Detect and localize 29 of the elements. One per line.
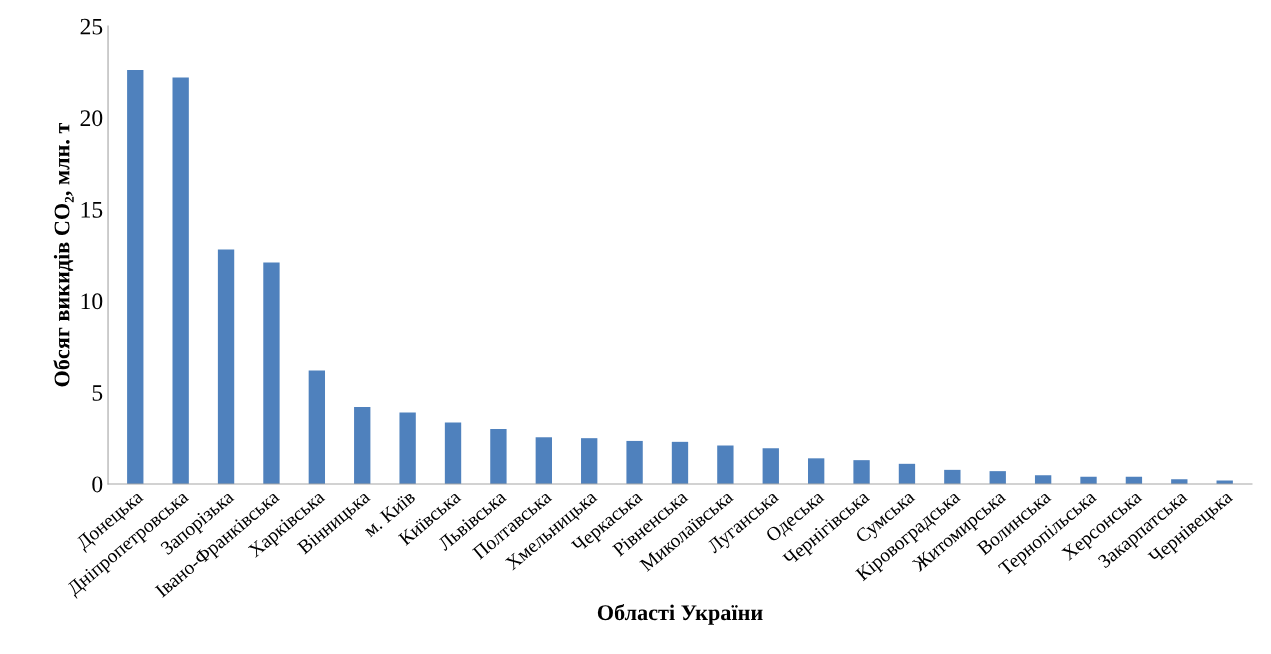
y-tick-label: 15 xyxy=(81,201,103,218)
bar xyxy=(535,437,552,484)
bar xyxy=(853,460,870,484)
y-tick-label: 25 xyxy=(80,18,103,35)
y-tick-label: 0 xyxy=(92,476,103,493)
bar xyxy=(989,471,1006,484)
x-axis-title: Області України xyxy=(597,604,763,625)
bar xyxy=(308,370,326,484)
y-tick-label: 20 xyxy=(80,110,103,127)
bar xyxy=(671,441,689,484)
bar xyxy=(172,77,189,484)
bar xyxy=(444,422,462,484)
bar xyxy=(354,407,371,484)
bar xyxy=(217,249,235,484)
bar xyxy=(626,440,643,484)
bar xyxy=(1034,475,1052,484)
bar xyxy=(581,438,598,484)
bar xyxy=(898,463,916,484)
bar xyxy=(127,70,144,484)
bar xyxy=(762,448,779,484)
y-tick-label: 10 xyxy=(81,293,103,310)
bar xyxy=(944,469,961,484)
bar xyxy=(717,445,734,484)
bar xyxy=(399,412,416,484)
bar xyxy=(490,429,507,484)
bar xyxy=(263,262,280,484)
bar xyxy=(807,458,825,484)
y-tick-label: 5 xyxy=(92,385,103,401)
y-axis-title: Обсяг викидів CO₂, млн. т xyxy=(53,122,74,387)
